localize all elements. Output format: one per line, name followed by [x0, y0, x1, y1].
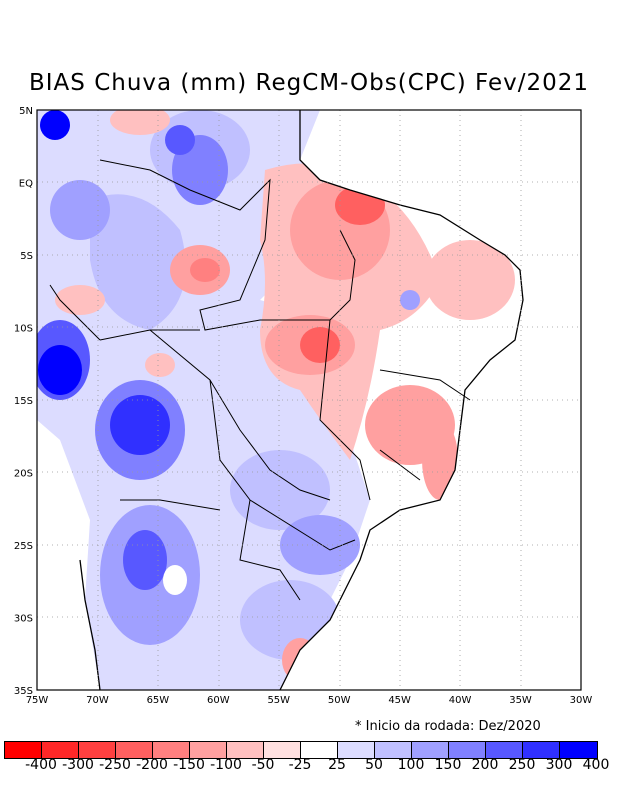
- lat-tick-label: 30S: [14, 614, 33, 625]
- colorbar-label: 25: [328, 757, 346, 773]
- colorbar-label: 200: [471, 757, 499, 773]
- lat-axis: 5N EQ 5S 10S 15S 20S 25S 30S 35S: [14, 106, 33, 697]
- colorbar-label: -150: [173, 757, 205, 773]
- map-title: BIAS Chuva (mm) RegCM-Obs(CPC) Fev/2021: [29, 70, 589, 96]
- lon-tick-label: 35W: [509, 695, 532, 706]
- colorbar-label: 100: [397, 757, 425, 773]
- colorbar-swatch: [5, 742, 42, 758]
- grid-lines: [37, 110, 581, 690]
- run-start-note: * Inicio da rodada: Dez/2020: [355, 719, 541, 734]
- lat-tick-label: 10S: [14, 324, 33, 335]
- colorbar-label: -50: [251, 757, 275, 773]
- colorbar-swatch: [227, 742, 264, 758]
- lon-tick-label: 30W: [570, 695, 593, 706]
- colorbar: [4, 741, 598, 759]
- lat-tick-label: 25S: [14, 541, 33, 552]
- lat-tick-label: 15S: [14, 396, 33, 407]
- colorbar-swatch: [42, 742, 79, 758]
- bias-field: [37, 110, 581, 690]
- colorbar-swatch: [412, 742, 449, 758]
- map-frame: [36, 109, 582, 691]
- lon-tick-label: 65W: [147, 695, 170, 706]
- colorbar-swatch: [301, 742, 338, 758]
- lat-tick-label: 20S: [14, 469, 33, 480]
- colorbar-label: -25: [288, 757, 312, 773]
- lat-tick-label: 35S: [14, 686, 33, 697]
- colorbar-swatch: [79, 742, 116, 758]
- colorbar-label: 400: [582, 757, 610, 773]
- colorbar-swatch: [449, 742, 486, 758]
- lat-tick-label: 5N: [19, 106, 33, 117]
- colorbar-swatch: [375, 742, 412, 758]
- lon-axis: 75W 70W 65W 60W 55W 50W 45W 40W 35W 30W: [26, 695, 593, 706]
- lon-tick-label: 75W: [26, 695, 49, 706]
- lon-tick-label: 40W: [449, 695, 472, 706]
- lon-tick-label: 60W: [207, 695, 230, 706]
- colorbar-label: 50: [365, 757, 383, 773]
- colorbar-swatch: [264, 742, 301, 758]
- colorbar-label: -400: [25, 757, 57, 773]
- colorbar-label: -250: [99, 757, 131, 773]
- colorbar-swatch: [523, 742, 560, 758]
- colorbar-label: 300: [545, 757, 573, 773]
- colorbar-swatch: [116, 742, 153, 758]
- lon-tick-label: 50W: [328, 695, 351, 706]
- colorbar-labels: -400 -300 -250 -200 -150 -100 -50 -25 25 50 100 150…: [0, 757, 618, 777]
- colorbar-swatch: [486, 742, 523, 758]
- bias-map: 5N EQ 5S 10S 15S 20S 25S 30S 35S 75W 70W 65W 60W 55W…: [14, 106, 593, 706]
- lon-tick-label: 45W: [388, 695, 411, 706]
- lat-tick-label: 5S: [20, 251, 33, 262]
- colorbar-label: -300: [62, 757, 94, 773]
- lon-tick-label: 55W: [267, 695, 290, 706]
- colorbar-swatch: [190, 742, 227, 758]
- colorbar-swatch: [560, 742, 597, 758]
- lon-tick-label: 70W: [86, 695, 109, 706]
- colorbar-label: -100: [210, 757, 242, 773]
- colorbar-label: 250: [508, 757, 536, 773]
- lat-tick-label: EQ: [19, 179, 33, 190]
- colorbar-swatch: [338, 742, 375, 758]
- colorbar-label: -200: [136, 757, 168, 773]
- colorbar-swatch: [153, 742, 190, 758]
- colorbar-label: 150: [434, 757, 462, 773]
